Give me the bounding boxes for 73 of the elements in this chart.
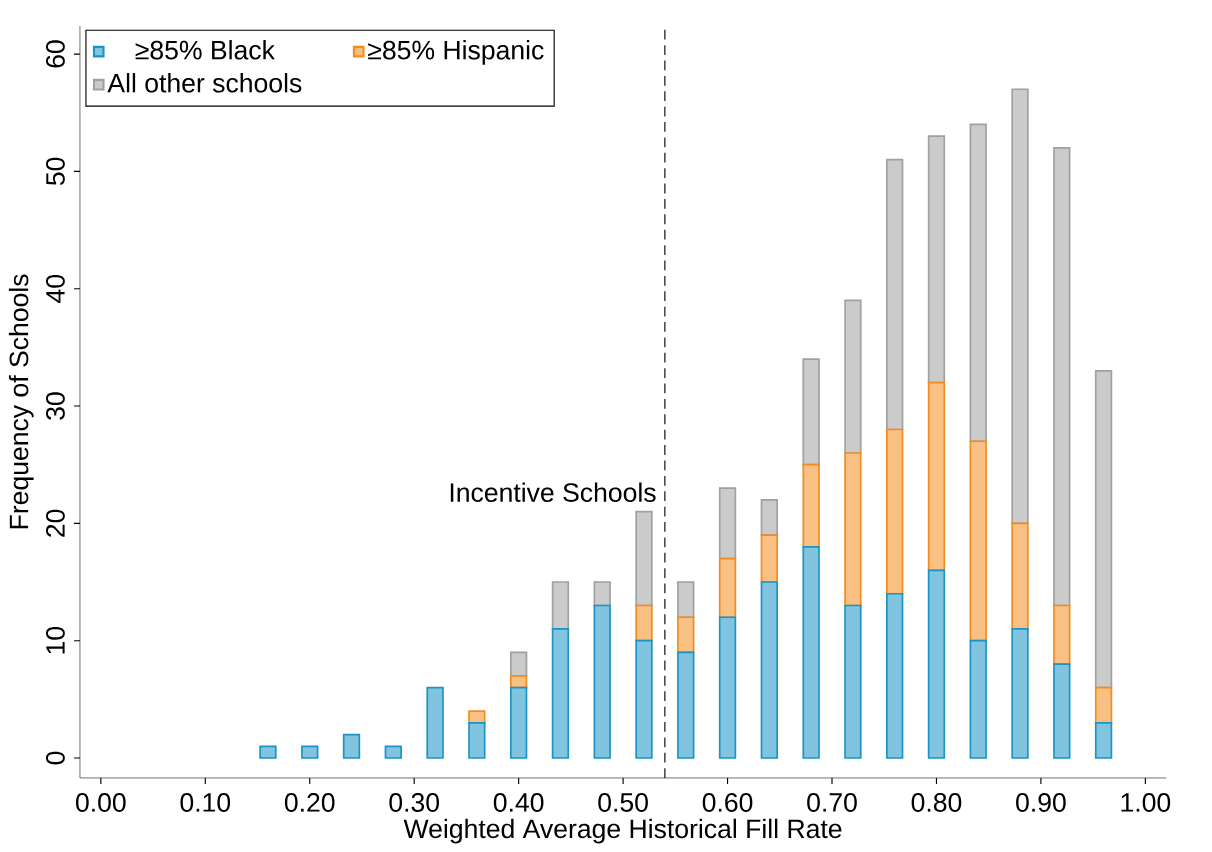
legend-label: ≥85% Black: [135, 39, 275, 60]
bar: [1053, 146, 1071, 607]
bar: [635, 639, 653, 759]
bar: [1053, 604, 1071, 665]
bar: [760, 534, 779, 583]
bar: [760, 498, 779, 536]
legend-label: All other schools: [107, 72, 302, 93]
bar: [426, 686, 444, 759]
bar: [509, 651, 528, 677]
bar: [342, 733, 361, 759]
bar: [1011, 522, 1029, 630]
bar: [844, 451, 862, 607]
bar: [1094, 369, 1113, 689]
bar: [969, 440, 987, 642]
ref-line-label: Incentive Schools: [450, 482, 656, 502]
bar: [259, 745, 277, 759]
y-tick-label: 20: [46, 509, 65, 537]
x-tick-label: 0.30: [389, 792, 439, 812]
bar: [384, 745, 402, 759]
bar: [1011, 627, 1029, 759]
bar: [301, 745, 319, 759]
bar: [509, 686, 528, 759]
bar: [969, 639, 987, 759]
x-tick-label: 0.80: [911, 792, 962, 812]
bar: [844, 604, 862, 759]
y-tick-label: 50: [46, 157, 65, 185]
bar: [927, 569, 946, 759]
bar: [1053, 663, 1071, 759]
x-tick-label: 0.90: [1016, 792, 1066, 812]
bar: [468, 721, 486, 759]
y-tick-label: 40: [46, 274, 65, 303]
bar: [802, 358, 820, 466]
bar: [886, 428, 904, 595]
x-tick-label: 0.60: [702, 792, 753, 812]
bar: [677, 616, 695, 654]
bar: [1011, 88, 1029, 525]
bar: [886, 592, 904, 759]
bar: [718, 487, 737, 560]
bar: [802, 463, 820, 548]
x-tick-label: 0.10: [180, 792, 231, 812]
bar: [677, 651, 695, 759]
bar: [468, 710, 486, 724]
bar: [1094, 721, 1113, 759]
bar: [886, 158, 904, 431]
x-tick-label: 0.40: [493, 792, 544, 812]
legend-label: ≥85% Hispanic: [368, 39, 544, 65]
bar: [969, 123, 987, 442]
y-tick-label: 60: [46, 40, 65, 68]
bar: [802, 545, 820, 759]
x-axis-title: Weighted Average Historical Fill Rate: [403, 818, 842, 844]
x-tick-label: 1.00: [1121, 792, 1171, 812]
bar: [677, 581, 695, 618]
bar: [718, 616, 737, 759]
bar: [718, 557, 737, 618]
y-tick-label: 0: [46, 751, 65, 765]
bar: [593, 604, 611, 759]
y-tick-label: 30: [46, 392, 65, 420]
x-tick-label: 0.70: [807, 792, 857, 812]
bar: [760, 581, 779, 759]
bar: [635, 510, 653, 607]
x-tick-label: 0.00: [76, 792, 126, 812]
bar: [593, 581, 611, 607]
bar: [635, 604, 653, 642]
y-tick-label: 10: [46, 626, 65, 654]
bar: [927, 135, 946, 384]
y-axis-title: Frequency of Schools: [8, 274, 34, 529]
bar: [551, 581, 570, 630]
bar: [1094, 686, 1113, 724]
x-tick-label: 0.50: [598, 792, 648, 812]
bar: [844, 299, 862, 454]
x-tick-label: 0.20: [284, 792, 335, 812]
bar: [927, 381, 946, 571]
bar: [551, 627, 570, 759]
